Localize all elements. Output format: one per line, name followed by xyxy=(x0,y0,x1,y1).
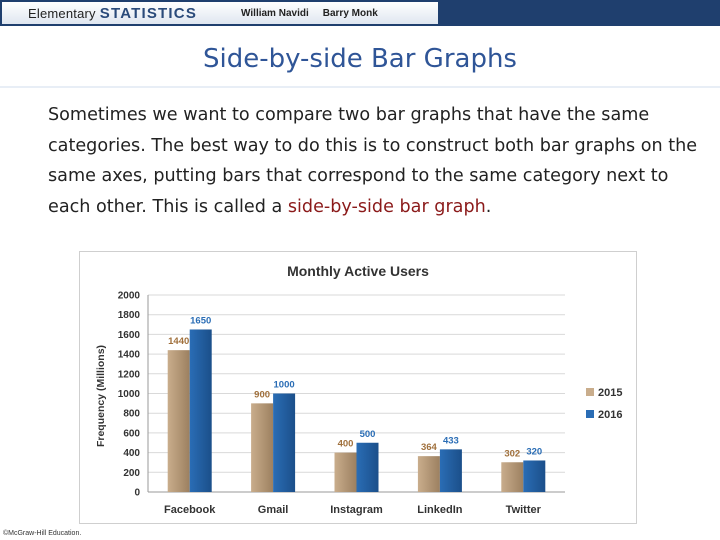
y-tick-label: 2000 xyxy=(118,291,141,302)
y-tick-label: 800 xyxy=(123,409,140,420)
y-tick-label: 1400 xyxy=(118,350,141,361)
author-2: Barry Monk xyxy=(322,7,378,19)
x-tick-label: Twitter xyxy=(506,504,542,516)
y-tick-label: 1000 xyxy=(118,389,141,400)
y-tick-label: 1800 xyxy=(118,310,141,321)
bar-2015-twitter xyxy=(501,462,524,492)
x-tick-label: Instagram xyxy=(330,504,383,516)
bar-2015-linkedin xyxy=(417,456,440,492)
bar-2015-gmail xyxy=(251,403,274,492)
legend-label: 2015 xyxy=(598,387,622,399)
data-label: 302 xyxy=(504,448,520,459)
x-tick-label: LinkedIn xyxy=(417,504,463,516)
y-tick-label: 1200 xyxy=(118,369,141,380)
body-text-main: Sometimes we want to compare two bar gra… xyxy=(48,105,698,217)
y-tick-label: 0 xyxy=(134,488,140,499)
bar-chart: Monthly Active Users Frequency (Millions… xyxy=(95,263,622,516)
brand-main: STATISTICS xyxy=(99,4,198,22)
bar-2016-instagram xyxy=(356,442,379,492)
bar-2015-instagram xyxy=(334,452,357,492)
title-divider xyxy=(0,86,720,88)
y-tick-label: 200 xyxy=(123,468,140,479)
body-highlight-term: side-by-side bar graph xyxy=(287,196,486,217)
bar-2015-facebook xyxy=(167,350,190,492)
slide-title: Side-by-side Bar Graphs xyxy=(203,44,517,74)
data-label: 433 xyxy=(443,435,459,446)
bar-2016-facebook xyxy=(189,329,212,492)
y-tick-label: 600 xyxy=(123,428,140,439)
book-title-bar: Elementary STATISTICS William Navidi Bar… xyxy=(2,2,438,24)
x-tick-label: Facebook xyxy=(164,504,216,516)
body-text-end: . xyxy=(485,196,492,217)
plot-area: 0 200 400 600 800 1000 1200 1400 1600 1800 2000 144… xyxy=(118,291,565,516)
data-label: 1000 xyxy=(274,380,295,391)
y-tick-label: 1600 xyxy=(118,330,141,341)
legend-swatch-2015 xyxy=(586,388,594,396)
x-tick-label: Gmail xyxy=(258,504,289,516)
legend-label: 2016 xyxy=(598,409,622,421)
bar-2016-linkedin xyxy=(439,449,462,492)
y-axis-label: Frequency (Millions) xyxy=(95,345,107,447)
data-label: 364 xyxy=(421,442,438,453)
bar-2016-twitter xyxy=(523,460,546,492)
y-tick-label: 400 xyxy=(123,448,140,459)
legend: 2015 2016 xyxy=(586,387,622,421)
legend-swatch-2016 xyxy=(586,410,594,418)
data-label: 900 xyxy=(254,389,270,400)
data-label: 500 xyxy=(360,429,376,440)
brand-prefix: Elementary xyxy=(28,5,96,21)
data-label: 400 xyxy=(338,439,354,450)
body-paragraph: Sometimes we want to compare two bar gra… xyxy=(48,100,698,222)
author-1: William Navidi xyxy=(241,7,309,19)
data-label: 320 xyxy=(526,446,542,457)
data-label: 1440 xyxy=(168,336,189,347)
data-label: 1650 xyxy=(190,315,211,326)
chart-container: Monthly Active Users Frequency (Millions… xyxy=(79,251,637,524)
header-banner: Elementary STATISTICS William Navidi Bar… xyxy=(0,0,720,26)
copyright-notice: ©McGraw-Hill Education. xyxy=(3,530,82,537)
chart-title: Monthly Active Users xyxy=(287,263,429,279)
bar-2016-gmail xyxy=(273,393,296,492)
